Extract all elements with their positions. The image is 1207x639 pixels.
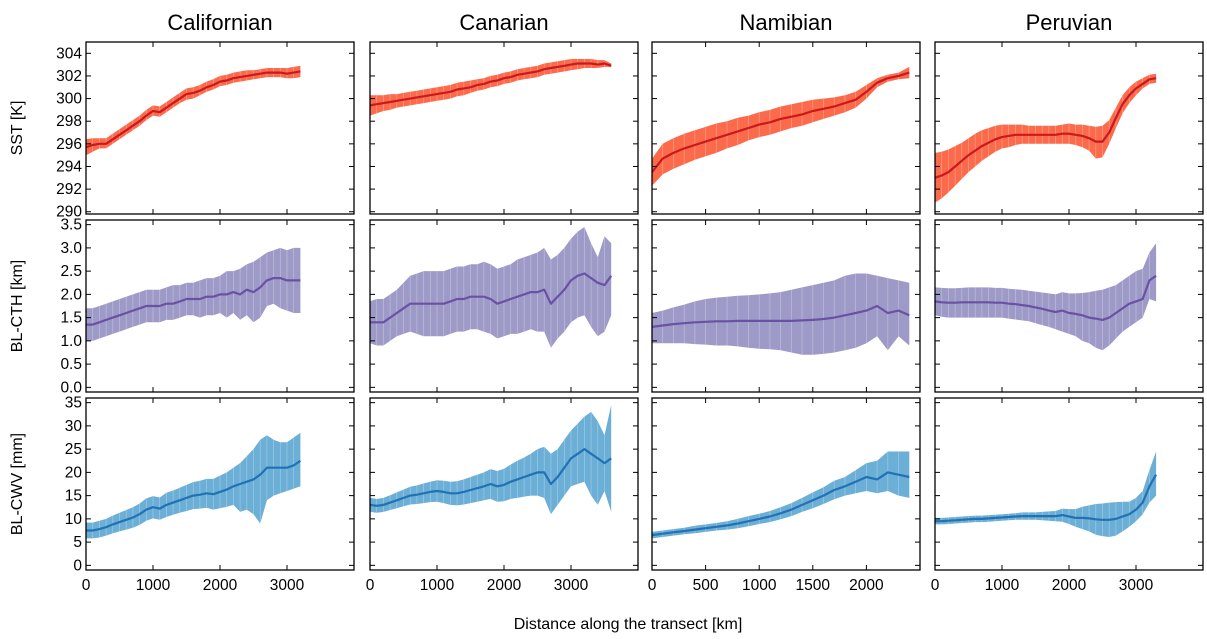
y-tick-label: 296: [56, 136, 82, 153]
spread-band-cwv: [86, 432, 301, 539]
mean-line-sst: [86, 70, 301, 149]
x-tick-label: 3000: [554, 577, 589, 594]
panel-canarian-cwv: 0 1000 2000 3000: [366, 397, 639, 594]
panel-peruvian-cwv: 0 1000 2000 3000: [931, 397, 1204, 594]
x-tick-label: 0: [648, 577, 657, 594]
mean-line-cwv: [370, 448, 612, 507]
mean-line-cth: [370, 272, 613, 324]
spread-band-cwv: [370, 405, 612, 515]
y-tick-label: 10: [65, 511, 83, 528]
column-title-canarian: Canarian: [459, 10, 548, 35]
y-tick-label: 0: [73, 557, 82, 574]
y-axis-label-cth: BL-CTH [km]: [9, 260, 26, 352]
mean-line-sst: [652, 71, 910, 173]
x-tick-label: 1000: [985, 577, 1020, 594]
y-tick-label: 300: [56, 91, 82, 108]
panel-namibian-sst: [651, 41, 921, 215]
x-axis-label: Distance along the transect [km]: [514, 616, 743, 633]
panel-namibian-cwv: 0 500 1000 1500 2000: [648, 397, 921, 594]
x-tick-label: 2000: [849, 577, 884, 594]
y-tick-label: 304: [56, 45, 82, 62]
panel-frame: [651, 41, 921, 215]
spread-band-cwv: [652, 451, 910, 539]
column-title-californian: Californian: [167, 10, 272, 35]
mean-line-cth: [86, 277, 301, 326]
x-tick-label: 2000: [203, 577, 238, 594]
y-axis-label-sst: SST [K]: [9, 101, 26, 156]
mean-line-cwv: [86, 459, 302, 532]
y-tick-label: 30: [65, 418, 83, 435]
panel-canarian-cth: [369, 219, 639, 393]
y-tick-label: 3.0: [60, 240, 82, 257]
panel-peruvian-sst: [934, 41, 1204, 215]
y-tick-label: 15: [65, 488, 82, 505]
panel-californian-sst: 290 292 294 296 298 300 302 304: [56, 41, 355, 221]
y-tick-label: 2.5: [60, 263, 82, 280]
x-tick-label: 3000: [1119, 577, 1154, 594]
y-tick-label: 0.0: [60, 379, 82, 396]
x-tick-label: 2000: [487, 577, 522, 594]
mean-line-cth: [652, 304, 910, 328]
panel-frame: [934, 397, 1204, 571]
y-tick-label: 298: [56, 113, 82, 130]
x-tick-label: 2000: [1052, 577, 1087, 594]
panel-namibian-cth: [651, 219, 921, 393]
spread-band-cth: [370, 227, 612, 348]
spread-band-cwv: [935, 451, 1157, 537]
x-tick-label: 0: [931, 577, 940, 594]
spread-band-sst: [370, 59, 612, 116]
y-tick-label: 2.0: [60, 286, 82, 303]
y-tick-label: 302: [56, 68, 82, 85]
y-tick-label: 20: [65, 464, 83, 481]
y-tick-label: 3.5: [60, 217, 82, 234]
y-tick-label: 1.0: [60, 333, 82, 350]
y-tick-label: 5: [73, 534, 82, 551]
y-tick-label: 35: [65, 395, 82, 412]
y-tick-label: 0.5: [60, 356, 82, 373]
panels-layer: Californian Canarian Namibian Peruvian SST […: [9, 10, 1204, 594]
spread-band-cth: [86, 247, 301, 341]
y-tick-label: 25: [65, 441, 82, 458]
panel-californian-cth: 0.0 0.5 1.0 1.5 2.0 2.5 3.0 3.5: [60, 217, 355, 396]
x-tick-label: 0: [82, 577, 91, 594]
x-tick-label: 1000: [742, 577, 777, 594]
column-title-peruvian: Peruvian: [1026, 10, 1113, 35]
panel-peruvian-cth: [934, 219, 1204, 393]
mean-line-cwv: [652, 471, 910, 537]
mean-line-cth: [935, 274, 1157, 321]
spread-band-cth: [935, 243, 1157, 351]
y-tick-label: 1.5: [60, 310, 82, 327]
x-tick-label: 0: [366, 577, 375, 594]
panel-canarian-sst: [369, 41, 639, 215]
mean-line-sst: [935, 77, 1157, 179]
y-tick-label: 292: [56, 181, 82, 198]
x-tick-label: 500: [693, 577, 719, 594]
column-title-namibian: Namibian: [740, 10, 833, 35]
y-tick-label: 290: [56, 204, 82, 221]
y-tick-label: 294: [56, 158, 82, 175]
spread-band-sst: [935, 73, 1157, 203]
spread-band-sst: [86, 65, 301, 156]
panel-frame: [651, 219, 921, 393]
mean-line-cwv: [935, 474, 1158, 523]
spread-band-sst: [652, 66, 910, 186]
y-axis-label-cwv: BL-CWV [mm]: [9, 433, 26, 535]
x-tick-label: 1500: [796, 577, 831, 594]
panel-californian-cwv: 0 5 10 15 20 25 30 35 0 1000 2000 3000: [65, 395, 355, 594]
x-tick-label: 3000: [270, 577, 305, 594]
x-tick-label: 1000: [420, 577, 455, 594]
panel-frame: [651, 397, 921, 571]
spread-band-cth: [652, 273, 910, 355]
mean-line-sst: [370, 62, 612, 107]
x-tick-label: 1000: [136, 577, 171, 594]
